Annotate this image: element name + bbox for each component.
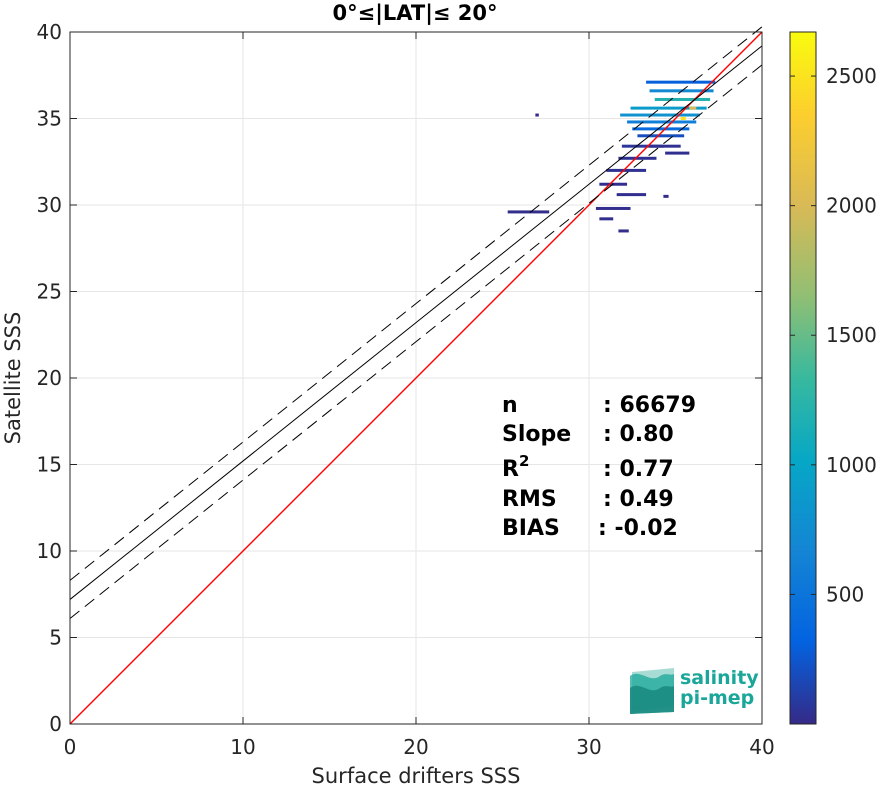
- density-segment: [620, 113, 700, 117]
- stat-label: BIAS: [502, 516, 560, 541]
- y-tick-label: 15: [37, 453, 62, 477]
- colorbar-tick-label: 1500: [826, 323, 877, 347]
- density-segment: [618, 156, 657, 160]
- density-segment: [621, 144, 664, 148]
- salinity-logo: salinity pi-mep: [630, 667, 759, 714]
- y-tick-label: 25: [37, 280, 62, 304]
- colorbar-tick-label: 2500: [826, 64, 877, 88]
- y-axis-label: Satellite SSS: [1, 312, 25, 445]
- colorbar-tick-label: 500: [826, 582, 864, 606]
- stat-label: Slope: [502, 422, 571, 447]
- logo-line2: pi-mep: [680, 687, 754, 709]
- density-segment: [663, 194, 669, 198]
- density-segment: [665, 151, 690, 155]
- colorbar-tick-label: 1000: [826, 453, 877, 477]
- identity-line: [69, 31, 763, 725]
- density-segment: [595, 206, 631, 210]
- y-tick-label: 10: [37, 539, 62, 563]
- density-segment: [649, 144, 681, 148]
- y-tick-label: 30: [37, 193, 62, 217]
- y-ticks: 0 5 10 15 20 25 30 35 40: [37, 20, 762, 736]
- density-segment: [616, 193, 647, 197]
- stat-value: : 0.80: [603, 422, 674, 447]
- density-segment: [654, 97, 711, 101]
- x-ticks: 0 10 20 30 40: [64, 32, 775, 759]
- stat-label: n: [502, 393, 518, 418]
- fit-lines: [69, 26, 763, 725]
- logo-line1: salinity: [680, 667, 759, 689]
- density-segment: [599, 217, 614, 221]
- chart-title: 0°≤|LAT|≤ 20°: [332, 1, 497, 26]
- density-segment: [689, 106, 697, 110]
- density-segment: [632, 127, 690, 131]
- colorbar-ticks: 500 1000 1500 2000 2500: [790, 64, 877, 606]
- density-segment: [606, 168, 647, 172]
- density-segment: [680, 117, 686, 120]
- y-tick-label: 20: [37, 366, 62, 390]
- density-segment: [630, 106, 707, 110]
- x-tick-label: 0: [64, 735, 77, 759]
- y-tick-label: 0: [49, 712, 62, 736]
- density-segment: [535, 113, 539, 117]
- x-axis-label: Surface drifters SSS: [312, 764, 521, 786]
- density-segment: [646, 80, 716, 84]
- x-tick-label: 10: [230, 735, 255, 759]
- stat-value: : -0.02: [598, 516, 678, 541]
- y-tick-label: 35: [37, 107, 62, 131]
- stat-value: : 0.49: [603, 487, 674, 512]
- stat-superscript: 2: [519, 452, 529, 470]
- y-tick-label: 40: [37, 20, 62, 44]
- colorbar-tick-label: 2000: [826, 194, 877, 218]
- colorbar: [789, 31, 817, 725]
- x-tick-label: 40: [749, 735, 774, 759]
- x-tick-label: 30: [576, 735, 601, 759]
- stat-value: : 66679: [603, 393, 696, 418]
- stat-value: : 0.77: [603, 457, 674, 482]
- x-tick-label: 20: [403, 735, 428, 759]
- wave-icon: [630, 668, 674, 714]
- upper-bound-line: [69, 26, 763, 581]
- density-segment: [637, 134, 685, 138]
- stat-label: RMS: [502, 487, 557, 512]
- density-segment: [507, 210, 550, 214]
- density-segment: [618, 229, 629, 233]
- lower-bound-line: [69, 64, 763, 619]
- y-tick-label: 5: [49, 626, 62, 650]
- regression-line: [69, 45, 763, 600]
- density-segment: [627, 120, 697, 124]
